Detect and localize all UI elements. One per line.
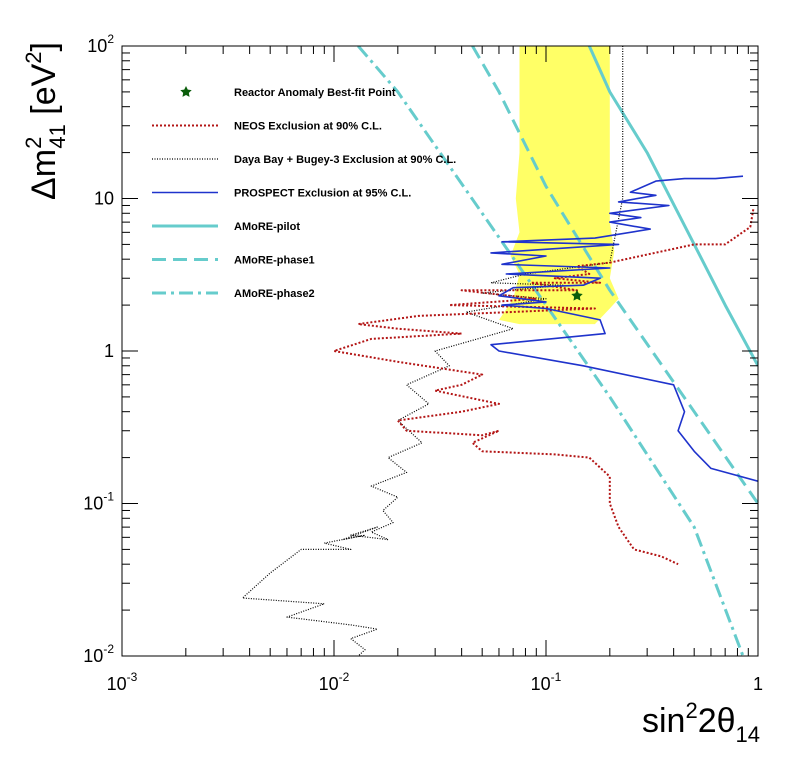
legend-entry: Daya Bay + Bugey-3 Exclusion at 90% C.L. <box>152 154 456 166</box>
plot-area <box>241 46 758 656</box>
legend-entry: AMoRE-pilot <box>152 221 300 233</box>
legend: Reactor Anomaly Best-fit Point NEOS Exclu… <box>152 86 456 300</box>
series-layer <box>241 46 758 656</box>
legend-entry: PROSPECT Exclusion at 95% C.L. <box>152 188 411 200</box>
x-tick-label: 1 <box>753 674 763 694</box>
ticks-layer <box>121 45 759 657</box>
y-tick-label: 10-2 <box>83 642 114 666</box>
series-prospect <box>490 175 758 482</box>
legend-label: Daya Bay + Bugey-3 Exclusion at 90% C.L. <box>234 154 456 166</box>
y-tick-label: 10 <box>94 189 114 209</box>
legend-label: AMoRE-pilot <box>234 221 300 233</box>
x-tick-label: 10-2 <box>319 670 350 694</box>
x-tick-label: 10-3 <box>107 670 138 694</box>
legend-label: PROSPECT Exclusion at 95% C.L. <box>234 188 411 200</box>
y-tick-label: 102 <box>87 32 114 56</box>
y-tick-label: 10-1 <box>83 490 114 514</box>
tick-labels: 10-3 10-2 10-1 1 10-2 10-1 1 10 102 <box>83 32 763 694</box>
x-tick-label: 10-1 <box>531 670 562 694</box>
legend-label: AMoRE-phase1 <box>234 255 315 267</box>
legend-label: NEOS Exclusion at 90% C.L. <box>234 121 382 133</box>
x-axis-title: sin22θ14 <box>642 698 760 747</box>
legend-label: AMoRE-phase2 <box>234 288 315 300</box>
y-axis-title: Δm241 [eV2] <box>21 42 70 200</box>
series-amore-solid <box>587 46 758 367</box>
y-tick-label: 1 <box>104 341 114 361</box>
legend-entry: Reactor Anomaly Best-fit Point <box>180 86 396 99</box>
legend-label: Reactor Anomaly Best-fit Point <box>234 87 396 99</box>
legend-entry: NEOS Exclusion at 90% C.L. <box>152 121 382 133</box>
series-amore-dashdot <box>357 46 745 656</box>
legend-entry: AMoRE-phase1 <box>152 255 315 267</box>
legend-entry: AMoRE-phase2 <box>152 288 315 300</box>
